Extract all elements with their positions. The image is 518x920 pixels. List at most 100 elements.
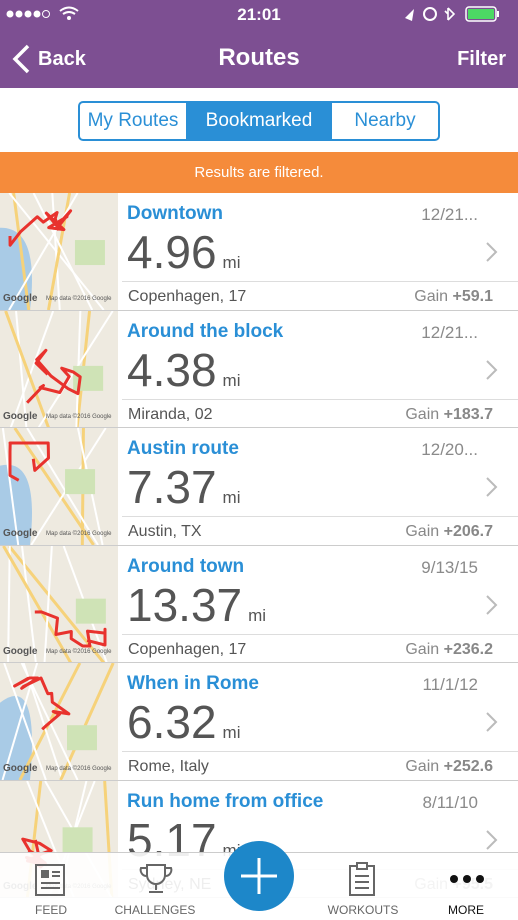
- gain-label: Gain: [414, 288, 449, 305]
- segment[interactable]: Nearby: [330, 101, 440, 141]
- gain-value: +236.2: [443, 640, 493, 658]
- map-credit: Map data ©2016 Google: [46, 296, 112, 302]
- route-date: 8/11/10: [422, 792, 478, 812]
- filter-button[interactable]: Filter: [457, 48, 506, 70]
- tab-label[interactable]: CHALLENGES: [114, 903, 196, 917]
- map-logo: Google: [3, 763, 38, 774]
- route-name: Downtown: [127, 203, 224, 224]
- distance-line: 6.32 mi: [127, 695, 240, 749]
- distance-unit: mi: [248, 605, 267, 625]
- chevron: [486, 829, 498, 850]
- distance-unit: mi: [222, 253, 241, 272]
- distance-unit: mi: [222, 488, 241, 507]
- gain: Gain +206.7: [405, 523, 493, 541]
- gain-value: +59.1: [452, 288, 493, 305]
- distance-line: 7.37 mi: [127, 460, 240, 514]
- route-row[interactable]: Google Map data ©2016 Google Downtown 12/21…: [0, 193, 518, 310]
- route-date: 11/1/12: [422, 675, 478, 694]
- add-button[interactable]: [223, 840, 295, 912]
- route-distance: 4.38: [127, 343, 217, 396]
- workouts-icon: [349, 862, 375, 896]
- separator: [122, 398, 518, 400]
- distance-line: 13.37 mi: [127, 578, 266, 632]
- route-location: Copenhagen, 17: [128, 288, 247, 305]
- tab-label[interactable]: FEED: [34, 903, 67, 917]
- distance-line: 4.96 mi: [127, 225, 240, 279]
- tab-label[interactable]: MORE: [448, 903, 484, 917]
- row-divider: [0, 544, 518, 546]
- map-logo: Google: [3, 528, 38, 539]
- distance-line: 4.38 mi: [127, 343, 240, 397]
- gain: Gain +183.7: [405, 406, 493, 424]
- route-location: Rome, Italy: [128, 758, 209, 775]
- route-location: Copenhagen, 17: [128, 640, 247, 658]
- route-name: When in Rome: [127, 673, 259, 694]
- row-divider: [0, 309, 518, 311]
- chevron: [486, 594, 498, 615]
- chevron: [486, 359, 498, 380]
- map-thumbnail: [0, 310, 118, 428]
- segment[interactable]: My Routes: [78, 101, 188, 141]
- back-button[interactable]: Back: [38, 48, 86, 70]
- route-row[interactable]: Google Map data ©2016 Google Around the bl…: [0, 310, 518, 428]
- map-thumbnail: [0, 193, 118, 310]
- tab-label[interactable]: WORKOUTS: [327, 903, 399, 917]
- status-time: 21:01: [237, 5, 281, 24]
- map-logo: Google: [3, 410, 38, 422]
- gain-value: +183.7: [443, 405, 493, 423]
- route-row[interactable]: Google Map data ©2016 Google Around town 9/…: [0, 545, 518, 663]
- route-location: Austin, TX: [128, 523, 202, 540]
- gain-label: Gain: [405, 640, 440, 658]
- segment[interactable]: Bookmarked: [186, 101, 332, 141]
- row-divider: [0, 427, 518, 428]
- route-distance: 4.96: [127, 226, 217, 278]
- map-thumbnail: [0, 428, 118, 545]
- more-icon: [450, 875, 484, 883]
- nav-title: Routes: [218, 44, 300, 71]
- separator: [122, 633, 518, 635]
- filter-banner: Results are filtered.: [0, 152, 518, 193]
- route-row[interactable]: Google Map data ©2016 Google Austin route 1…: [0, 428, 518, 545]
- row-divider: [0, 779, 518, 781]
- chevron: [486, 242, 498, 262]
- route-location: Miranda, 02: [128, 405, 213, 423]
- route-distance: 13.37: [127, 578, 243, 631]
- map-credit: Map data ©2016 Google: [46, 413, 112, 420]
- row-divider: [0, 662, 518, 663]
- gain-value: +252.6: [443, 758, 493, 775]
- map-logo: Google: [3, 293, 38, 304]
- gain-label: Gain: [405, 523, 440, 540]
- route-row[interactable]: Google Map data ©2016 Google When in Rome 1…: [0, 663, 518, 780]
- feed-icon: [35, 864, 65, 896]
- chevron: [486, 477, 498, 497]
- route-name: Around town: [127, 555, 245, 577]
- gain-value: +206.7: [443, 523, 493, 540]
- route-distance: 6.32: [127, 696, 217, 748]
- separator: [122, 751, 518, 752]
- distance-unit: mi: [222, 723, 241, 742]
- gain-label: Gain: [405, 405, 440, 423]
- back-chevron[interactable]: [10, 44, 32, 74]
- map-credit: Map data ©2016 Google: [46, 648, 112, 655]
- map-thumbnail: [0, 545, 118, 663]
- route-date: 12/21...: [421, 205, 478, 224]
- map-logo: Google: [3, 645, 38, 657]
- route-name: Run home from office: [127, 790, 324, 812]
- map-credit: Map data ©2016 Google: [46, 531, 112, 537]
- route-date: 12/21...: [421, 322, 478, 342]
- chevron: [486, 712, 498, 732]
- route-name: Around the block: [127, 320, 284, 342]
- route-name: Austin route: [127, 438, 239, 459]
- status-icons: [6, 6, 499, 22]
- map-thumbnail: [0, 663, 118, 780]
- map-credit: Map data ©2016 Google: [46, 766, 112, 772]
- route-distance: 7.37: [127, 461, 217, 513]
- challenges-icon: [139, 864, 173, 893]
- route-date: 12/20...: [421, 440, 478, 459]
- distance-unit: mi: [222, 370, 241, 390]
- gain: Gain +252.6: [405, 758, 493, 776]
- gain-label: Gain: [405, 758, 440, 775]
- separator: [122, 281, 518, 282]
- route-date: 9/13/15: [421, 557, 478, 577]
